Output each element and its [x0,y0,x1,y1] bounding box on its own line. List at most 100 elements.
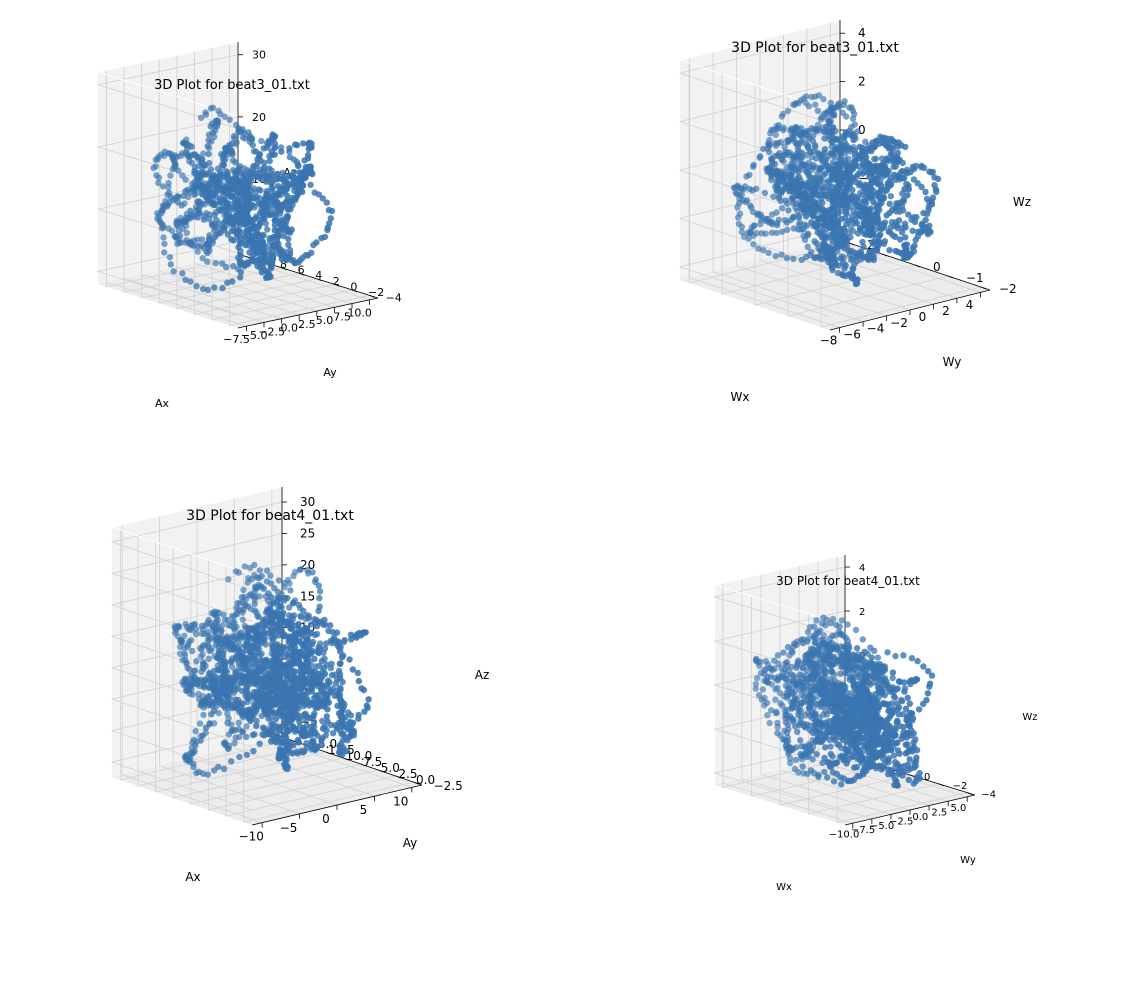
scatter-point [292,689,299,696]
scatter-point [195,210,202,217]
scatter-point [309,638,317,646]
scatter-point [275,723,283,730]
scatter-point [843,220,850,228]
scatter-point [202,662,209,670]
scatter-point [221,113,228,120]
x-tick-label: 5.0 [316,314,334,327]
scatter-point [243,260,250,268]
scatter-point [290,572,297,580]
scatter-point [199,255,206,262]
scatter-point [786,187,794,194]
scatter-point [260,166,267,173]
scatter-point [851,121,858,128]
scatter-point [321,670,329,677]
scatter-point [323,199,330,206]
scatter-point [266,174,274,181]
scatter-point [175,167,182,174]
scatter-point [197,676,205,683]
scatter-point [289,615,297,623]
y-tick-label: 5.0 [381,761,400,775]
scatter-point [307,181,314,188]
scatter-point [778,205,786,212]
x-tick-label: 5 [360,803,368,817]
scatter-point [249,141,256,149]
scatter-point [230,262,237,270]
scatter-point [307,723,315,730]
scatter-point [233,168,241,175]
scatter-point [266,680,273,687]
y-tick-label: 2 [333,275,340,288]
scatter-point [821,146,829,153]
scatter-point [807,174,815,182]
scatter-point [221,671,228,679]
scatter-point [838,617,846,624]
scatter-point [339,736,347,744]
scatter-point [232,686,239,694]
scatter-point [296,648,303,656]
y-tick-label: −2 [368,286,384,299]
y-tick-label: −4 [981,790,996,801]
scatter-point [266,235,273,242]
scatter-point [169,166,177,173]
scatter-point [888,219,896,226]
scatter-point [825,258,832,266]
scatter-point [768,155,775,162]
scatter-point [219,224,227,231]
scatter-point [249,246,257,253]
scatter-point [268,594,275,601]
scatter-point [303,637,310,644]
scatter-point [239,714,246,721]
scatter-point [231,626,238,634]
scatter-point [324,693,331,700]
scatter-point [224,231,232,238]
scatter-point [875,233,882,240]
scatter-point [892,204,899,211]
scatter-point [263,578,271,585]
plot-title: 3D Plot for beat4_01.txt [186,508,354,524]
scatter-point [272,214,280,221]
scatter-point [325,206,333,214]
scatter-point [854,204,861,211]
z-tick-label: 30 [252,49,266,62]
scatter-point [338,654,346,661]
scatter-point [903,180,910,188]
scatter-point [795,214,803,221]
scatter-point [218,260,226,267]
scatter-point [313,239,320,246]
x-tick-label: −7.5 [223,333,250,346]
scatter-point [902,224,909,231]
x-tick-label: 10 [393,794,408,808]
scatter-point [272,715,280,723]
scatter-point [221,617,229,624]
scatter-point [778,113,785,120]
scatter-point [275,694,282,701]
scatter-point [804,232,811,239]
scatter-point [866,173,873,181]
scatter-point [221,196,228,203]
scatter-point [244,641,251,648]
scatter-point [209,104,217,111]
scatter-point [813,182,820,189]
x-tick-label: 2.5 [298,318,316,331]
scatter-point [745,235,752,242]
scatter-point [922,188,929,196]
scatter-point [877,194,884,202]
scatter-point [236,647,243,655]
scatter-point [260,585,267,592]
x-tick-label: −8 [820,333,838,347]
scatter-point [767,130,774,137]
y-tick-label: 2.5 [398,767,417,781]
scatter-point [205,655,212,662]
scatter-point [202,729,209,736]
scatter-point [205,150,212,158]
scatter-point [220,161,228,169]
scatter-point [197,114,205,122]
scatter-point [836,157,843,164]
scatter-point [341,637,348,644]
scatter-point [160,234,167,241]
scatter-point [282,683,289,690]
scatter-point [821,110,828,118]
scatter-point [247,717,254,725]
scatter-point [355,715,362,722]
scatter-point [901,242,909,249]
